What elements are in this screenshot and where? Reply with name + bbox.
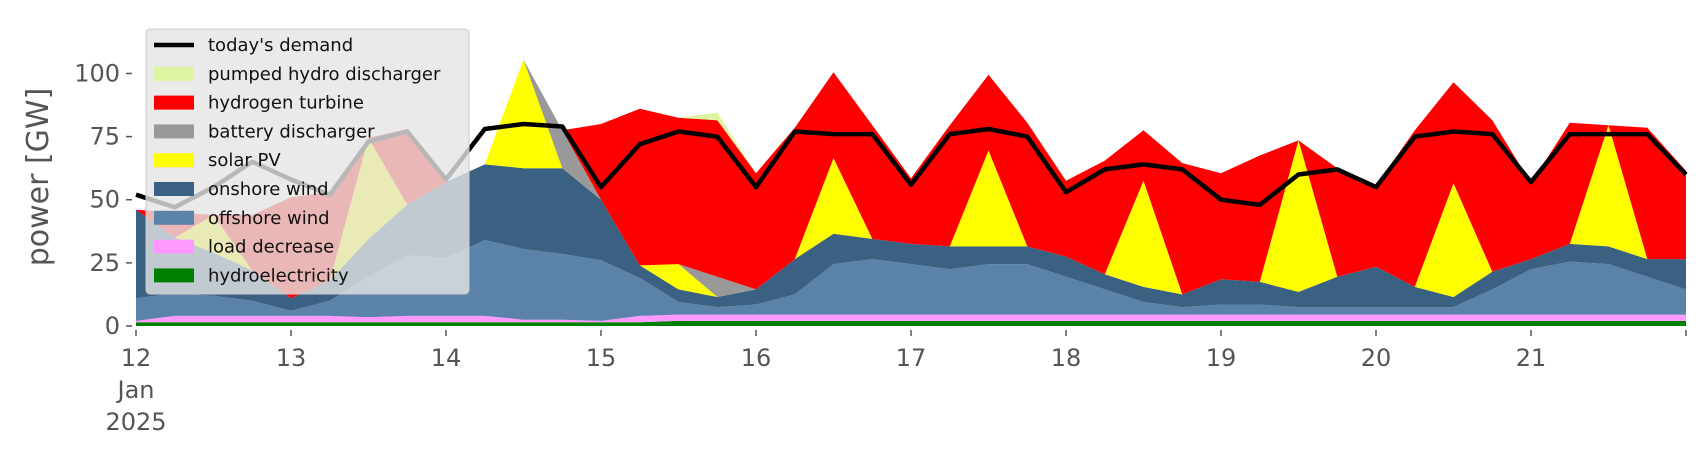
legend-swatch-offshore-wind [154,210,194,225]
x-tick-sublabel: Jan [116,376,155,404]
area-onshore-wind [136,164,1686,311]
legend-label-load-decrease: load decrease [208,237,334,258]
legend-label-offshore-wind: offshore wind [208,208,330,229]
legend-swatch-pumped-hydro-discharger [154,66,194,81]
y-tick-label: 0 [105,312,120,340]
legend-swatch-hydrogen-turbine [154,95,194,110]
x-tick-label: 16 [741,344,772,372]
area-hydroelectricity [136,320,1686,326]
y-axis: 0 25 50 75 100 [74,59,132,340]
x-tick-label: 18 [1051,344,1082,372]
legend-label-hydrogen-turbine: hydrogen turbine [208,93,364,114]
legend: today's demand pumped hydro discharger hyd… [145,28,470,295]
legend-swatch-load-decrease [154,239,194,254]
area-load-decrease [136,314,1686,323]
legend-label-battery-discharger: battery discharger [208,121,375,142]
legend-swatch-battery-discharger [154,124,194,139]
legend-swatch-onshore-wind [154,182,194,196]
y-tick-label: 50 [89,186,120,214]
x-tick-label: 15 [586,344,617,372]
x-tick-label: 21 [1516,344,1547,372]
legend-box [145,28,470,295]
x-tick-label: 14 [431,344,462,372]
legend-label-solar-pv: solar PV [208,150,281,171]
x-axis: 12 Jan 2025 13 14 15 16 17 18 19 20 21 [105,330,1687,436]
y-tick-label: 100 [74,59,120,87]
x-tick-label: 12 [121,344,152,372]
x-tick-label: 17 [896,344,927,372]
area-hydrogen-turbine [136,59,1686,299]
stacked-areas [136,59,1686,326]
y-axis-label: power [GW] [21,88,56,267]
x-tick-label: 13 [276,344,307,372]
y-tick-label: 75 [89,123,120,151]
x-tick-sublabel: 2025 [105,408,166,436]
area-solar-pv [136,59,1686,299]
legend-swatch-solar-pv [154,153,194,168]
legend-label-hydroelectricity: hydroelectricity [208,265,349,286]
x-tick-label: 19 [1206,344,1237,372]
legend-swatch-hydroelectricity [154,268,194,283]
y-tick-label: 25 [89,249,120,277]
x-tick-label: 20 [1361,344,1392,372]
legend-label-onshore-wind: onshore wind [208,179,329,200]
legend-label-today-s-demand: today's demand [208,35,353,56]
legend-label-pumped-hydro-discharger: pumped hydro discharger [208,64,441,85]
area-offshore-wind [136,240,1686,321]
